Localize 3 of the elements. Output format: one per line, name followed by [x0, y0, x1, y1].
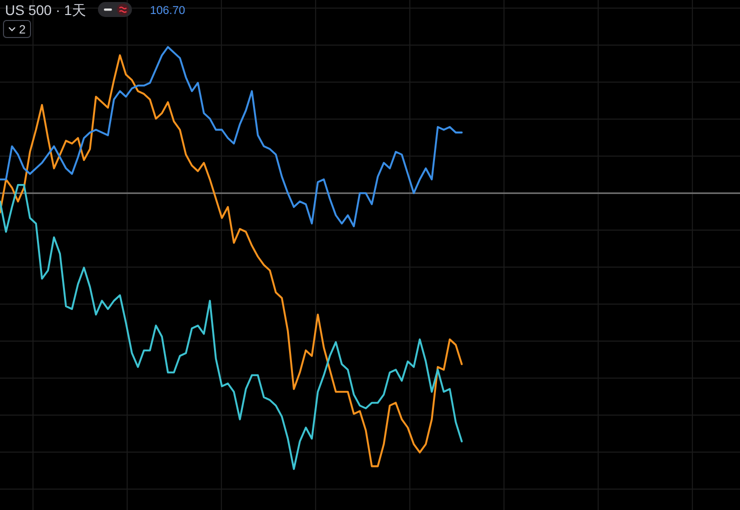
- annotation: 2: [19, 22, 26, 36]
- title: US 500 · 1天: [5, 2, 86, 18]
- annotation: 106.70: [150, 5, 186, 17]
